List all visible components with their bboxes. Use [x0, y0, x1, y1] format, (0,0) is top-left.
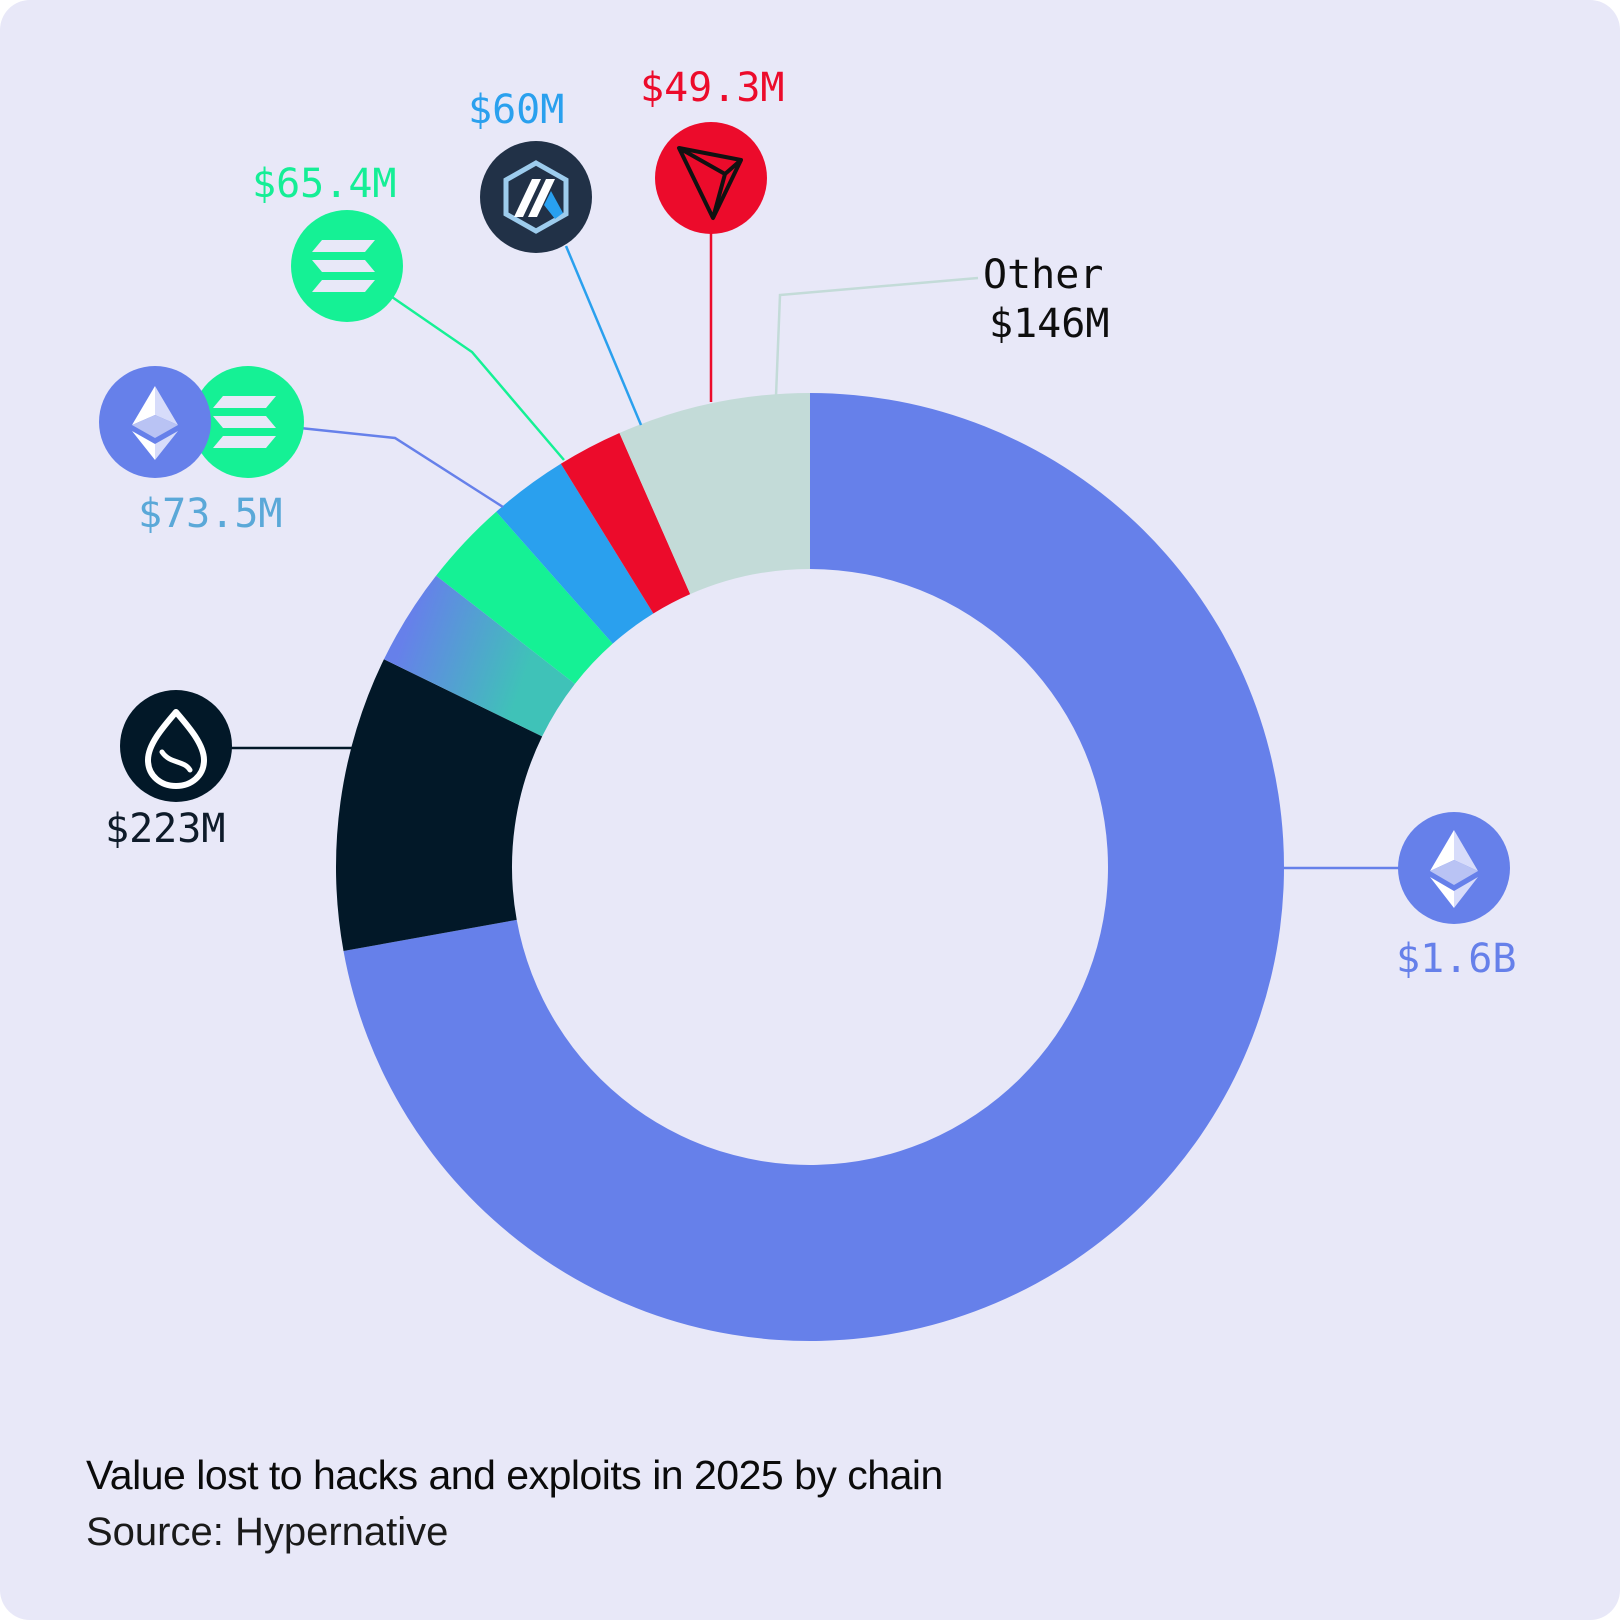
donut-slices	[335, 393, 1285, 1341]
ethereum-icon	[1398, 812, 1510, 924]
ethereum-icon	[99, 366, 211, 478]
slice-sui	[335, 659, 543, 952]
leader-lines	[230, 232, 1400, 870]
chart-source: Source: Hypernative	[86, 1510, 449, 1554]
leader-line-sol	[391, 295, 565, 461]
value-label-arb: $60M	[468, 87, 564, 133]
slice-tron	[560, 432, 691, 614]
solana-icon	[291, 210, 403, 322]
leader-line-ethsol	[299, 426, 504, 509]
slice-solana	[436, 511, 613, 684]
slice-ethereum	[343, 393, 1285, 1341]
solana-icon	[192, 366, 304, 478]
slice-arbitrum	[496, 463, 654, 644]
value-label-tron: $49.3M	[640, 65, 785, 111]
other-name-label: Other	[983, 252, 1103, 298]
ethereum-solana-icon	[99, 366, 304, 478]
value-label-sol: $65.4M	[252, 161, 397, 207]
sui-icon	[120, 690, 232, 802]
value-label-other: $146M	[989, 301, 1109, 347]
arbitrum-icon	[480, 141, 592, 253]
leader-line-other	[774, 276, 979, 397]
value-label-sui: $223M	[105, 806, 225, 852]
leader-line-arb	[564, 245, 643, 426]
tron-icon	[655, 122, 767, 234]
value-label-eth: $1.6B	[1396, 936, 1516, 982]
slice-other	[619, 393, 810, 595]
chart-title: Value lost to hacks and exploits in 2025…	[86, 1452, 943, 1498]
slice-ethereum-solana	[383, 575, 575, 737]
value-label-ethsol: $73.5M	[138, 491, 283, 537]
